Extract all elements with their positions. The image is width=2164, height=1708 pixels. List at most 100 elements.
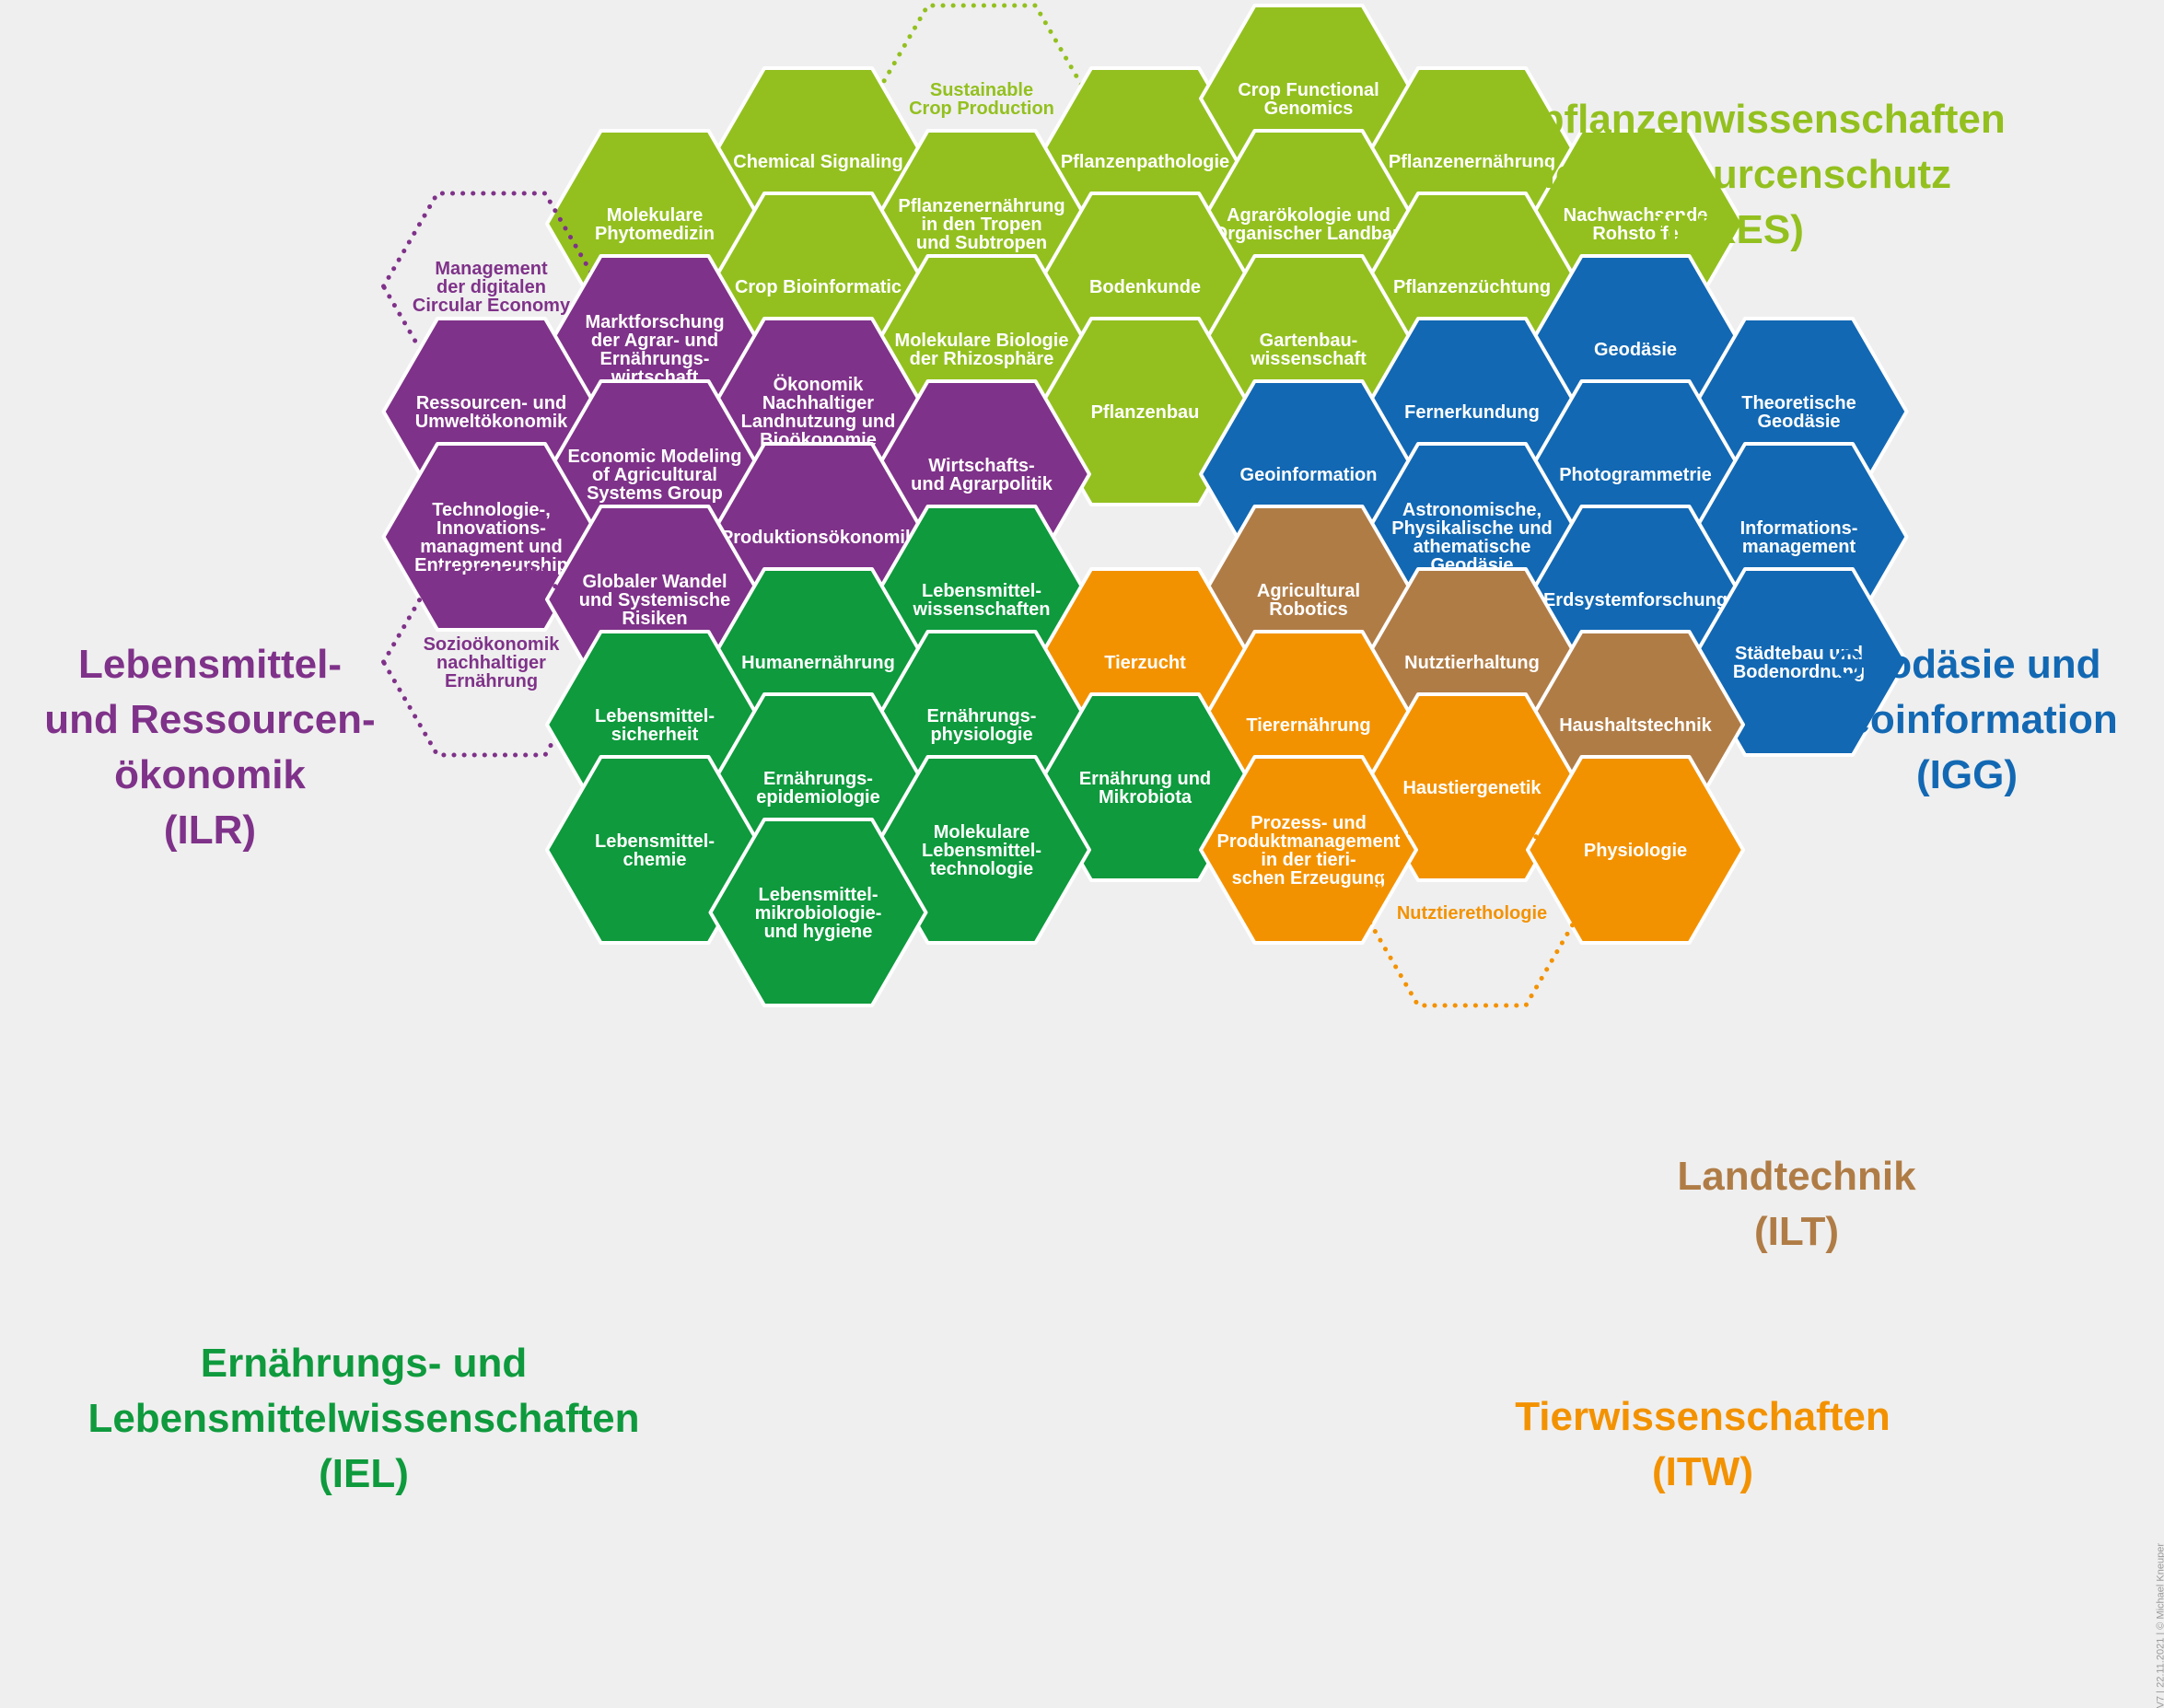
institute-label-igg: Geodäsie und Geoinformation (IGG) xyxy=(1816,642,2118,797)
hex-label: Economic Modeling of Agricultural Systems … xyxy=(568,447,742,504)
hex-label: Lebensmittel-chemie xyxy=(595,831,715,870)
hex-label-line: Geodäsie xyxy=(1594,340,1677,360)
hex-staedtebau-und-bodenordnung: Städtebau und Bodenordnung xyxy=(1689,567,1909,757)
hex-label-line: und Agrarpolitik xyxy=(911,474,1053,494)
institute-label-iel: Ernährungs- und Lebensmittelwissenschaft… xyxy=(87,1341,640,1496)
hex-label-line: Fernerkundung xyxy=(1404,402,1540,423)
hex-label: Astronomische, Physikalische und athematis… xyxy=(1391,500,1553,575)
hex-label-line: Robotics xyxy=(1269,599,1348,620)
hex-label-line: Ernährungs- xyxy=(927,706,1037,726)
hex-label-line: Molekulare Biologie xyxy=(895,331,1069,351)
hex-label: Erdsystemforschung xyxy=(1543,590,1728,610)
hex-prozess-und-produktmanagement-in-der-tieri-schen-erzeugung: Prozess- und Produktmanagement in der tier… xyxy=(1199,755,1418,945)
hex-label-line: Bodenordnung xyxy=(1733,662,1865,682)
hex-label: Produktionsökonomik xyxy=(721,528,916,548)
hex-label: Geodäsie xyxy=(1594,340,1677,360)
hex-label: Tierernährung xyxy=(1246,715,1370,736)
hex-label-line: wissenschaft xyxy=(1250,349,1367,369)
hex-label: Pflanzenzüchtung xyxy=(1393,277,1551,297)
hex-label-line: Innovations- xyxy=(436,518,546,539)
hex-label: Theoretische Geodäsie xyxy=(1741,393,1856,432)
hex-label: Globaler Wandel und Systemische Risiken xyxy=(579,572,731,629)
hex-label-line: wissenschaften xyxy=(913,599,1051,620)
hex-label-line: physiologie xyxy=(930,725,1032,745)
hex-label-line: Molekulare xyxy=(607,205,703,226)
hex-label-line: technologie xyxy=(930,859,1033,879)
hex-label-line: Technologie-, xyxy=(432,500,551,520)
hex-label-line: nachhaltiger xyxy=(436,653,546,673)
hex-label: Crop Functional Genomics xyxy=(1238,80,1379,119)
hex-label-line: Tierzucht xyxy=(1104,653,1186,673)
hex-label-line: managment und xyxy=(420,537,562,557)
hex-label: Städtebau und Bodenordnung xyxy=(1733,644,1865,682)
hex-shape xyxy=(1526,755,1745,945)
hex-label-line: Entrepreneurship xyxy=(414,555,568,575)
hex-label-line: Pflanzenernährung xyxy=(898,196,1065,216)
hex-label-line: Mikrobiota xyxy=(1099,787,1193,808)
hex-label-line: Systems Group xyxy=(587,483,723,504)
hex-label-line: Landnutzung und xyxy=(741,412,896,432)
hex-label: Lebensmittel-sicherheit xyxy=(595,706,715,745)
hex-label-line: Geodäsie xyxy=(1757,412,1840,432)
hex-label: Pflanzenernährung in den Tropen und Subtro… xyxy=(898,196,1065,253)
hex-shape xyxy=(872,755,1091,945)
hex-label-line: der Rhizosphäre xyxy=(910,349,1054,369)
hex-label: Tierzucht xyxy=(1104,653,1186,673)
hex-label-line: Lebensmittel- xyxy=(922,581,1041,601)
hex-label-line: Ökonomik xyxy=(774,374,865,395)
hex-label-line: Agricultural xyxy=(1257,581,1360,601)
hex-label: Ernährung und Mikrobiota xyxy=(1079,769,1211,808)
hex-label-line: Städtebau und xyxy=(1735,644,1863,664)
hex-label-line: Haushaltstechnik xyxy=(1559,715,1712,736)
hex-label: Haushaltstechnik xyxy=(1559,715,1712,736)
hex-label-line: Lebensmittel- xyxy=(758,885,878,905)
hex-label: Nutztierethologie xyxy=(1397,903,1547,924)
hex-label: Wirtschafts-und Agrarpolitik xyxy=(911,456,1053,494)
hex-label-line: Pflanzenzüchtung xyxy=(1393,277,1551,297)
hex-label: Humanernährung xyxy=(741,653,895,673)
hex-label-line: Produktionsökonomik xyxy=(721,528,916,548)
hex-label-line: Agrarökologie und xyxy=(1227,205,1390,226)
hex-label: Agrarökologie und Organischer Landbau xyxy=(1214,205,1404,244)
hex-label-line: epidemiologie xyxy=(756,787,879,808)
hex-label-line: Tierernährung xyxy=(1246,715,1370,736)
hex-label-line: sicherheit xyxy=(611,725,699,745)
hex-label: Pflanzenbau xyxy=(1091,402,1200,423)
hex-label-line: Ernährungs- xyxy=(763,769,873,789)
hex-label-line: management xyxy=(1742,537,1856,557)
hex-label-line: Ernährungs- xyxy=(600,349,710,369)
institute-label-inres: Nutzpflanzenwissenschaften und Ressource… xyxy=(1451,97,2006,252)
hex-label-line: Photogrammetrie xyxy=(1559,465,1712,485)
hex-label-line: Humanernährung xyxy=(741,653,895,673)
hex-label-line: Nutztierethologie xyxy=(1397,903,1547,924)
hex-label-line: Lebensmittel- xyxy=(595,706,715,726)
hex-label-line: Globaler Wandel xyxy=(582,572,727,592)
hex-shape xyxy=(708,818,928,1007)
hex-label: Pflanzenernährung xyxy=(1389,152,1555,172)
hex-label-line: schen Erzeugung xyxy=(1232,868,1386,889)
hex-label-line: Management xyxy=(435,259,548,279)
hex-shape xyxy=(1689,567,1909,757)
hex-shape xyxy=(1199,755,1418,945)
hex-label-line: Sozioökonomik xyxy=(424,634,561,655)
hex-label: Sozioökonomik nachhaltiger Ernährung xyxy=(424,634,561,691)
hex-label-line: Sustainable xyxy=(930,80,1033,100)
hex-label-line: Lebensmittel- xyxy=(595,831,715,852)
hex-label-line: Umweltökonomik xyxy=(415,412,568,432)
hex-label-line: Haustiergenetik xyxy=(1402,778,1542,798)
hex-label-line: Wirtschafts- xyxy=(928,456,1034,476)
hex-label: Informations-management xyxy=(1740,518,1858,557)
hex-label-line: Produktmanagement xyxy=(1217,831,1401,852)
hex-label-line: Geoinformation xyxy=(1240,465,1378,485)
footer-version-note: V7 | 22.11.2021 | © Michael Kneuper xyxy=(2155,1543,2164,1708)
hex-label: Sustainable Crop Production xyxy=(909,80,1054,119)
hex-label-line: Crop Functional xyxy=(1238,80,1379,100)
hex-label-line: Risiken xyxy=(622,609,687,629)
hex-label: Marktforschung der Agrar- und Ernährungs-w… xyxy=(585,312,724,388)
hex-label-line: Bodenkunde xyxy=(1089,277,1201,297)
hex-label: Molekulare Lebensmittel-technologie xyxy=(922,822,1041,879)
hex-label-line: Pflanzenpathologie xyxy=(1061,152,1229,172)
hex-label-line: Physiologie xyxy=(1584,841,1687,861)
hex-label-line: und hygiene xyxy=(764,922,873,942)
hex-molekulare-lebensmittel-technologie: Molekulare Lebensmittel-technologie xyxy=(872,755,1091,945)
